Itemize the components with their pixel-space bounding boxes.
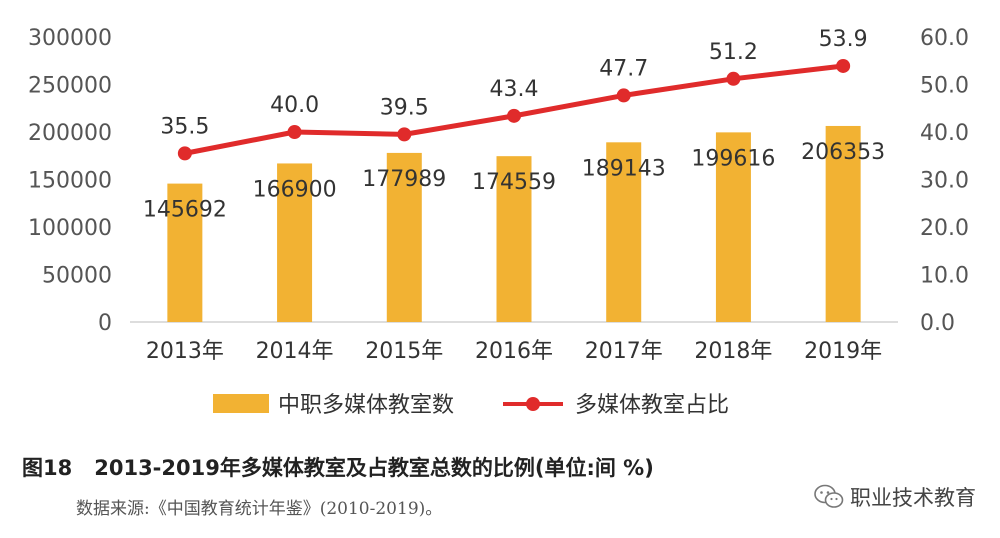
line-point: [726, 71, 741, 86]
left-axis-tick: 300000: [28, 26, 112, 51]
bar: [386, 152, 422, 322]
bar: [715, 132, 751, 322]
bar-data-label: 145692: [143, 198, 227, 223]
bar-data-label: 177989: [362, 167, 446, 192]
right-axis-tick: 40.0: [920, 121, 969, 146]
bar: [277, 163, 313, 322]
data-source: 数据来源:《中国教育统计年鉴》(2010-2019)。: [76, 499, 443, 519]
x-axis-tick: 2018年: [694, 339, 772, 364]
bar: [606, 142, 642, 322]
right-axis-tick: 20.0: [920, 216, 969, 241]
line-data-label: 47.7: [599, 56, 648, 81]
bar-data-label: 174559: [472, 170, 556, 195]
bar-data-label: 189143: [582, 156, 666, 181]
right-axis-tick: 50.0: [920, 74, 969, 99]
line-data-label: 39.5: [380, 95, 429, 120]
watermark: 职业技术教育: [814, 482, 976, 512]
line-data-label: 51.2: [709, 40, 758, 65]
line-data-label: 43.4: [490, 77, 539, 102]
line-data-label: 35.5: [160, 114, 209, 139]
left-axis-tick: 200000: [28, 121, 112, 146]
bar: [496, 156, 532, 322]
right-axis-tick: 0.0: [920, 311, 955, 336]
legend-line-marker: [526, 397, 540, 411]
right-axis-tick: 60.0: [920, 26, 969, 51]
right-axis: 0.0 10.0 20.0 30.0 40.0 50.0 60.0: [920, 26, 969, 336]
figure-number: 图18: [22, 456, 73, 480]
bar-data-label: 206353: [801, 140, 885, 165]
legend-bar-swatch: [213, 394, 269, 413]
bar-labels: 145692 166900 177989 174559 189143 199616 2063…: [143, 140, 885, 223]
x-axis-tick: 2019年: [804, 339, 882, 364]
x-axis-tick: 2014年: [256, 339, 334, 364]
figure-caption: 图18 2013-2019年多媒体教室及占教室总数的比例(单位:间 %): [22, 452, 654, 482]
watermark-text: 职业技术教育: [850, 486, 976, 510]
wechat-icon: [814, 484, 844, 508]
bar: [825, 125, 861, 322]
bar-series: [167, 125, 861, 322]
right-axis-tick: 30.0: [920, 169, 969, 194]
legend: 中职多媒体教室数 多媒体教室占比: [213, 393, 729, 418]
bar: [167, 183, 203, 322]
line-point: [397, 127, 412, 142]
line-point: [287, 125, 302, 139]
line-labels: 35.5 40.0 39.5 43.4 47.7 51.2 53.9: [160, 27, 867, 139]
left-axis-tick: 50000: [42, 264, 112, 289]
line-point: [616, 88, 631, 103]
x-axis-tick: 2017年: [585, 339, 663, 364]
left-axis-tick: 250000: [28, 74, 112, 99]
combo-chart: 0 50000 100000 150000 200000 250000 300000 0.0…: [28, 26, 969, 418]
left-axis-tick: 150000: [28, 169, 112, 194]
x-axis-tick: 2016年: [475, 339, 553, 364]
right-axis-tick: 10.0: [920, 264, 969, 289]
bar-data-label: 199616: [691, 146, 775, 171]
line-point: [836, 58, 851, 73]
left-axis-tick: 100000: [28, 216, 112, 241]
line-point: [177, 146, 192, 161]
line-data-label: 53.9: [819, 27, 868, 52]
figure-title: 2013-2019年多媒体教室及占教室总数的比例(单位:间 %): [94, 456, 654, 480]
x-axis-tick: 2013年: [146, 339, 224, 364]
legend-line-label: 多媒体教室占比: [575, 393, 729, 418]
line-series: [177, 58, 851, 161]
left-axis-tick: 0: [98, 311, 112, 336]
bar-data-label: 166900: [253, 177, 337, 202]
left-axis: 0 50000 100000 150000 200000 250000 300000: [28, 26, 112, 336]
legend-bar-label: 中职多媒体教室数: [278, 393, 454, 418]
x-axis-tick: 2015年: [365, 339, 443, 364]
line-point: [507, 108, 521, 123]
line-data-label: 40.0: [270, 93, 319, 118]
x-axis-ticks: 2013年 2014年 2015年 2016年 2017年 2018年 2019年: [146, 339, 882, 364]
